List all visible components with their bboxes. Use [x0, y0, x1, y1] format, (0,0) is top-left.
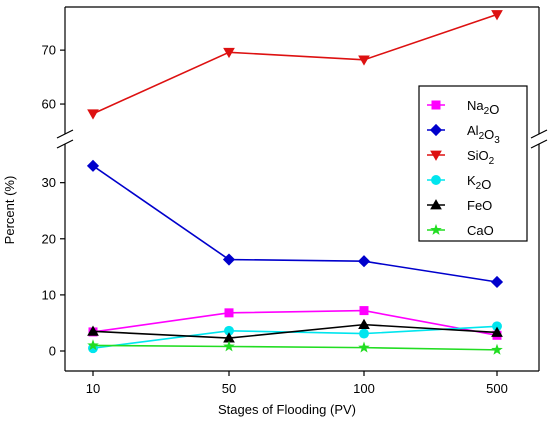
series-layer — [86, 10, 504, 355]
y-tick-label: 0 — [49, 344, 56, 359]
legend-marker — [431, 175, 441, 185]
legend-item-k2o: K2O — [427, 173, 491, 192]
series-line-sio2 — [92, 13, 498, 115]
data-point-feo — [358, 318, 370, 330]
x-axis: 10 50 100 500 — [86, 371, 508, 396]
y-tick-label: 30 — [42, 175, 56, 190]
legend: Na2O Al2O3 SiO2 K2O FeO CaO — [418, 85, 528, 242]
data-point-al2o3 — [357, 255, 371, 268]
legend-item-al2o3: Al2O3 — [427, 123, 500, 146]
legend-marker — [430, 223, 442, 235]
x-tick-label: 500 — [486, 381, 508, 396]
y-axis: 0 10 20 30 60 70 — [42, 43, 65, 359]
axis-break-gap — [56, 135, 74, 143]
plot-frame — [56, 6, 548, 372]
legend-item-cao: CaO — [427, 223, 494, 238]
axis-break-gap — [530, 135, 548, 143]
data-point-k2o — [359, 328, 369, 339]
legend-item-sio2: SiO2 — [427, 148, 495, 167]
series-line-al2o3 — [92, 165, 498, 283]
legend-label: SiO2 — [467, 148, 495, 167]
y-tick-label: 60 — [42, 97, 56, 112]
y-tick-label: 20 — [42, 231, 56, 246]
x-axis-title: Stages of Flooding (PV) — [218, 402, 356, 417]
data-point-cao — [491, 343, 503, 355]
series-feo — [87, 318, 503, 343]
y-axis-title: Percent (%) — [2, 176, 17, 245]
series-k2o — [88, 321, 502, 354]
series-line-na2o — [92, 309, 498, 337]
x-tick-label: 100 — [353, 381, 375, 396]
data-point-k2o — [224, 325, 234, 336]
legend-box — [418, 85, 528, 242]
data-point-cao — [358, 341, 370, 353]
legend-marker — [430, 199, 442, 210]
axis-break-mark — [56, 139, 74, 149]
legend-label: Na2O — [467, 98, 499, 117]
axis-break-mark — [530, 129, 548, 139]
x-tick-label: 10 — [86, 381, 100, 396]
legend-label: Al2O3 — [467, 123, 500, 146]
data-point-al2o3 — [86, 159, 100, 172]
legend-label: K2O — [467, 173, 491, 192]
data-point-al2o3 — [222, 253, 236, 266]
series-al2o3 — [86, 159, 504, 289]
series-cao — [87, 339, 503, 355]
y-tick-label: 10 — [42, 287, 56, 302]
data-point-sio2 — [358, 55, 370, 66]
legend-item-na2o: Na2O — [427, 98, 499, 117]
series-line-k2o — [92, 325, 498, 349]
y-tick-label: 70 — [42, 43, 56, 58]
legend-item-feo: FeO — [427, 198, 492, 213]
data-point-al2o3 — [490, 275, 504, 289]
legend-marker — [429, 123, 443, 137]
data-point-sio2 — [491, 10, 503, 21]
data-point-cao — [223, 340, 235, 352]
data-point-na2o — [359, 306, 369, 316]
x-tick-label: 50 — [222, 381, 236, 396]
data-point-feo — [491, 326, 503, 337]
axis-break-mark — [530, 139, 548, 149]
legend-marker — [430, 150, 442, 161]
series-sio2 — [87, 10, 503, 120]
data-point-sio2 — [87, 109, 99, 120]
series-line-feo — [92, 323, 498, 339]
series-line-cao — [92, 344, 498, 351]
data-point-k2o — [492, 321, 502, 332]
data-point-feo — [87, 325, 99, 336]
data-point-sio2 — [223, 47, 235, 59]
data-point-na2o — [224, 308, 234, 318]
legend-label: CaO — [467, 223, 494, 238]
axis-break-mark — [56, 129, 74, 139]
legend-label: FeO — [467, 198, 492, 213]
data-point-feo — [223, 332, 235, 343]
legend-marker — [431, 100, 441, 110]
data-point-cao — [87, 339, 99, 351]
